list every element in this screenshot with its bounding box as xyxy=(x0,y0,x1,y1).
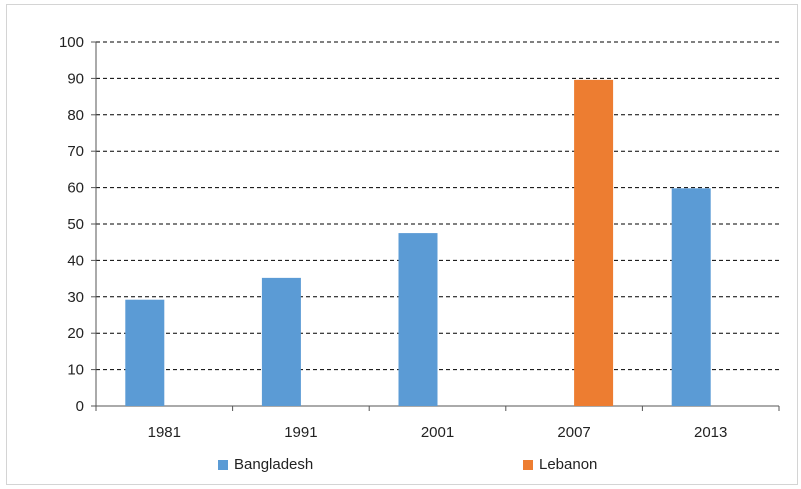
y-tick-label: 70 xyxy=(67,143,84,160)
x-tick-label: 2013 xyxy=(694,424,727,441)
y-tick-label: 80 xyxy=(67,107,84,124)
legend-item-lebanon: Lebanon xyxy=(523,456,597,473)
bar-bangladesh-1981 xyxy=(125,299,165,406)
y-tick-label: 90 xyxy=(67,70,84,87)
legend-swatch-bangladesh xyxy=(218,459,228,470)
y-tick-labels: 0 10 20 30 40 50 60 70 80 90 100 xyxy=(59,34,84,415)
legend-label-lebanon: Lebanon xyxy=(539,456,598,473)
y-tick-label: 100 xyxy=(59,34,84,51)
bars xyxy=(125,79,711,406)
bar-lebanon-2007 xyxy=(574,79,614,406)
y-tick-label: 20 xyxy=(67,325,84,342)
bar-bangladesh-2013 xyxy=(671,188,711,406)
x-tick-label: 1981 xyxy=(148,424,181,441)
x-tick-label: 1991 xyxy=(284,424,317,441)
y-tick-label: 0 xyxy=(76,398,84,415)
bar-bangladesh-1991 xyxy=(261,277,301,406)
y-tick-label: 30 xyxy=(67,289,84,306)
legend-item-bangladesh: Bangladesh xyxy=(218,456,313,473)
legend-swatch-lebanon xyxy=(523,459,533,470)
legend: Bangladesh Lebanon xyxy=(0,456,801,476)
y-tick-label: 10 xyxy=(67,362,84,379)
gridlines xyxy=(96,41,779,371)
y-tick-label: 50 xyxy=(67,216,84,233)
x-tick-label: 2007 xyxy=(557,424,590,441)
legend-label-bangladesh: Bangladesh xyxy=(234,456,314,473)
x-tick-labels: 1981 1991 2001 2007 2013 xyxy=(148,424,728,441)
bar-bangladesh-2001 xyxy=(398,233,438,406)
y-tick-label: 60 xyxy=(67,180,84,197)
x-tick-label: 2001 xyxy=(421,424,454,441)
y-tick-label: 40 xyxy=(67,252,84,269)
